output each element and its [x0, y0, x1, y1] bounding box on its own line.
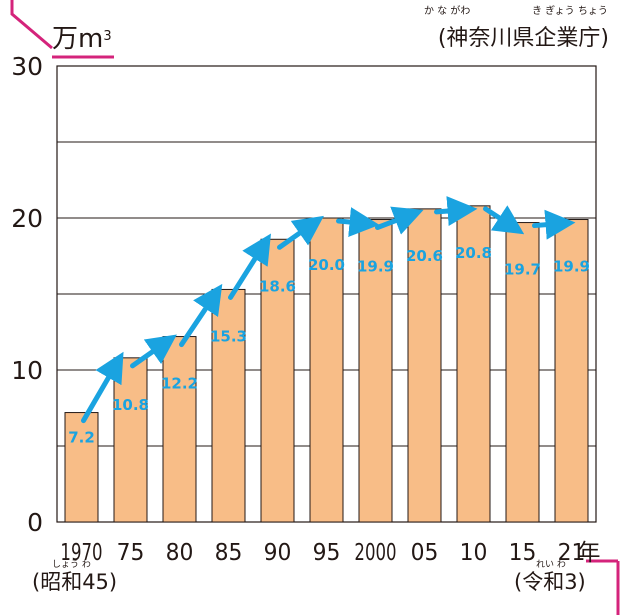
trend-arrow — [130, 334, 177, 369]
trend-arrows — [81, 196, 576, 424]
bar — [113, 357, 148, 523]
end-era-ruby: れい わ — [536, 560, 566, 570]
value-label: 15.3 — [210, 327, 247, 345]
bar — [554, 219, 589, 523]
y-axis-ticks: 0 10 20 30 — [11, 52, 43, 537]
bar — [456, 205, 491, 523]
y-tick-label: 0 — [27, 508, 43, 537]
start-era-label: (昭和45) — [32, 570, 118, 594]
value-label: 20.6 — [406, 247, 443, 265]
trend-arrow — [375, 206, 424, 235]
value-label: 10.8 — [112, 396, 149, 414]
trend-arrow — [532, 209, 576, 240]
start-era-ruby: しょう わ — [52, 560, 91, 570]
trend-arrow — [434, 196, 478, 227]
top-left-accent — [10, 0, 53, 50]
value-label: 18.6 — [259, 277, 296, 295]
x-tick-label: 2000 — [354, 538, 396, 566]
value-label: 19.7 — [504, 261, 541, 279]
x-tick-label: 10 — [460, 539, 488, 566]
y-tick-label: 20 — [11, 204, 43, 233]
end-era-label: (令和3) — [514, 570, 586, 594]
bar — [211, 288, 246, 523]
corner-accents — [10, 0, 620, 615]
y-tick-label: 10 — [11, 356, 43, 385]
year-unit-label: 年 — [578, 540, 601, 566]
x-tick-label: 75 — [117, 539, 145, 566]
source-ruby-kigyocho: き ぎょう ちょう — [532, 6, 608, 17]
source-ruby-kanagawa: か な がわ — [424, 6, 471, 17]
trend-arrow — [179, 283, 223, 348]
unit-superscript: 3 — [103, 29, 112, 44]
value-label: 20.8 — [455, 244, 492, 262]
bar — [358, 219, 393, 523]
x-tick-label: 1970 — [60, 538, 102, 566]
value-label: 20.0 — [308, 256, 345, 274]
x-tick-label: 15 — [509, 539, 537, 566]
x-tick-label: 05 — [411, 539, 439, 566]
x-tick-label: 21 — [558, 539, 586, 566]
value-labels: 7.2 10.8 12.2 15.3 18.6 20.0 19.9 20.6 20.8 19.7 1… — [68, 244, 590, 447]
bar — [260, 238, 295, 523]
bars — [64, 205, 589, 523]
x-tick-label: 85 — [215, 539, 243, 566]
value-label: 19.9 — [553, 258, 590, 276]
bar — [162, 336, 197, 523]
trend-arrow — [277, 215, 324, 250]
trend-arrow — [336, 207, 380, 237]
value-label: 12.2 — [161, 375, 198, 393]
unit-label: 万m3 — [52, 24, 112, 54]
x-tick-label: 80 — [166, 539, 194, 566]
y-tick-label: 30 — [11, 52, 43, 81]
x-tick-label: 95 — [313, 539, 341, 566]
x-axis-ticks: 1970 75 80 85 90 95 2000 05 10 15 21年 — [60, 538, 600, 566]
value-label: 7.2 — [68, 429, 95, 447]
trend-arrow — [483, 205, 525, 235]
value-label: 19.9 — [357, 258, 394, 276]
bar — [64, 412, 99, 523]
bar — [407, 208, 442, 523]
trend-arrow — [228, 233, 271, 300]
trend-arrow — [81, 351, 124, 424]
source-label: (神奈川県企業庁) — [437, 26, 609, 51]
x-tick-label: 90 — [264, 539, 292, 566]
bar — [309, 217, 344, 523]
